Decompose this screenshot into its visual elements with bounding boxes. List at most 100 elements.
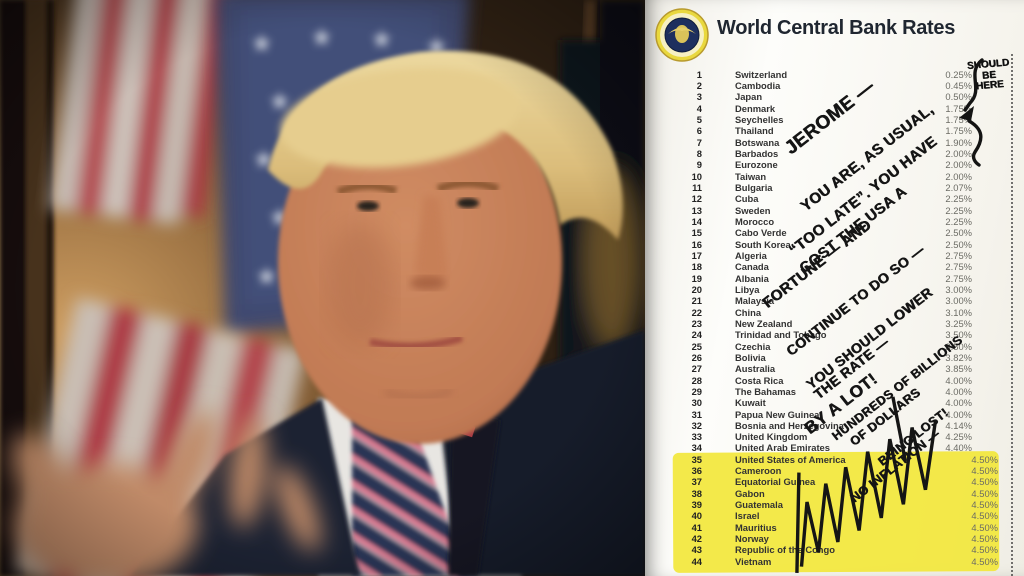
table-row: 24 Trinidad and Tobago 3.50% — [645, 330, 1024, 341]
table-row: 39 Guatemala 4.50% — [645, 499, 1024, 510]
rate-value: 4.00% — [945, 374, 972, 386]
table-row: 19 Albania 2.75% — [645, 273, 1024, 284]
table-row: 9 Eurozone 2.00% — [645, 160, 1024, 171]
rank: 28 — [691, 374, 702, 386]
rank: 20 — [691, 283, 702, 295]
country-name: Sweden — [735, 204, 771, 216]
rank: 37 — [691, 476, 702, 488]
rates-list: 1 Switzerland 0.25% 2 Cambodia 0.45% 3 Japan 0.5… — [645, 69, 1024, 567]
rate-value: 4.25% — [945, 431, 972, 443]
rank: 18 — [691, 261, 702, 273]
rate-value: 2.75% — [945, 261, 972, 273]
country-name: Algeria — [735, 249, 767, 261]
table-row: 29 The Bahamas 4.00% — [645, 386, 1024, 397]
rank: 39 — [691, 499, 702, 511]
table-row: 1 Switzerland 0.25% — [645, 69, 1024, 80]
table-row: 30 Kuwait 4.00% — [645, 398, 1024, 409]
table-row: 2 Cambodia 0.45% — [645, 80, 1024, 91]
rate-value: 0.45% — [945, 79, 972, 91]
country-name: Australia — [735, 363, 776, 375]
rate-value: 4.50% — [971, 544, 998, 556]
rank: 36 — [691, 465, 702, 477]
rate-value: 4.00% — [945, 397, 972, 409]
rank: 38 — [691, 487, 702, 499]
rank: 5 — [696, 113, 702, 125]
rank: 8 — [696, 147, 702, 159]
rate-value: 2.00% — [945, 170, 972, 182]
rank: 43 — [691, 544, 702, 556]
country-name: Seychelles — [735, 113, 784, 125]
country-name: Malaysia — [735, 295, 775, 307]
rank: 11 — [692, 181, 702, 193]
country-name: Cabo Verde — [735, 227, 787, 239]
country-name: New Zealand — [735, 317, 793, 329]
table-row: 14 Morocco 2.25% — [645, 216, 1024, 227]
rate-value: 3.10% — [945, 306, 972, 318]
rate-value: 4.00% — [945, 408, 972, 420]
country-name: Eurozone — [735, 159, 778, 171]
country-name: Cuba — [735, 193, 759, 205]
rank: 15 — [691, 227, 702, 239]
table-row: 20 Libya 3.00% — [645, 284, 1024, 295]
country-name: Albania — [735, 272, 769, 284]
rate-value: 1.90% — [945, 136, 972, 148]
rate-value: 3.25% — [945, 317, 972, 329]
table-row: 32 Bosnia and Herzegovina 4.14% — [645, 420, 1024, 431]
rank: 19 — [691, 272, 702, 284]
rate-value: 3.85% — [945, 363, 972, 375]
rate-value: 2.25% — [945, 193, 972, 205]
rank: 3 — [696, 91, 702, 103]
rank: 32 — [691, 419, 702, 431]
table-row: 23 New Zealand 3.25% — [645, 318, 1024, 329]
country-name: Switzerland — [735, 68, 788, 80]
country-name: Papua New Guinea — [735, 408, 820, 420]
country-name: Mauritius — [735, 521, 777, 533]
table-row: 38 Gabon 4.50% — [645, 488, 1024, 499]
rate-value: 1.75% — [945, 125, 972, 137]
country-name: Bosnia and Herzegovina — [735, 419, 844, 431]
rank: 27 — [691, 363, 702, 375]
rank: 10 — [691, 170, 702, 182]
country-name: Thailand — [735, 125, 774, 137]
country-name: Canada — [735, 261, 769, 273]
rank: 33 — [691, 431, 702, 443]
table-row: 33 United Kingdom 4.25% — [645, 432, 1024, 443]
country-name: The Bahamas — [735, 385, 796, 397]
rate-value: 3.00% — [945, 283, 972, 295]
country-name: China — [735, 306, 762, 318]
country-name: Costa Rica — [735, 374, 784, 386]
rate-value: 2.50% — [945, 227, 972, 239]
document-pane: World Central Bank Rates 1 Switzerland 0.2… — [645, 0, 1024, 576]
rank: 30 — [691, 397, 702, 409]
rate-value: 2.00% — [945, 159, 972, 171]
country-name: Gabon — [735, 487, 765, 499]
country-name: Vietnam — [735, 555, 772, 567]
rank: 26 — [691, 351, 702, 363]
country-name: Czechia — [735, 340, 771, 352]
rate-value: 0.25% — [945, 68, 972, 80]
rate-value: 4.50% — [971, 555, 998, 567]
rank: 35 — [691, 453, 702, 465]
table-row: 3 Japan 0.50% — [645, 92, 1024, 103]
rate-value: 2.00% — [945, 147, 972, 159]
vignette — [0, 0, 645, 576]
country-name: Japan — [735, 91, 763, 103]
rate-value: 4.50% — [971, 521, 998, 533]
rate-value: 4.40% — [945, 442, 972, 454]
country-name: Morocco — [735, 215, 775, 227]
rate-value: 1.75% — [945, 102, 972, 114]
rank: 31 — [691, 408, 702, 420]
rank: 23 — [691, 317, 702, 329]
rate-value: 3.82% — [945, 351, 972, 363]
rate-value: 4.50% — [971, 510, 998, 522]
rank: 6 — [696, 125, 702, 137]
rate-value: 4.50% — [971, 476, 998, 488]
table-row: 18 Canada 2.75% — [645, 262, 1024, 273]
country-name: United Arab Emirates — [735, 442, 830, 454]
rank: 1 — [696, 68, 702, 80]
country-name: Norway — [735, 533, 769, 545]
country-name: Libya — [735, 283, 760, 295]
table-row: 25 Czechia 3.50% — [645, 341, 1024, 352]
rate-value: 1.75% — [945, 113, 972, 125]
